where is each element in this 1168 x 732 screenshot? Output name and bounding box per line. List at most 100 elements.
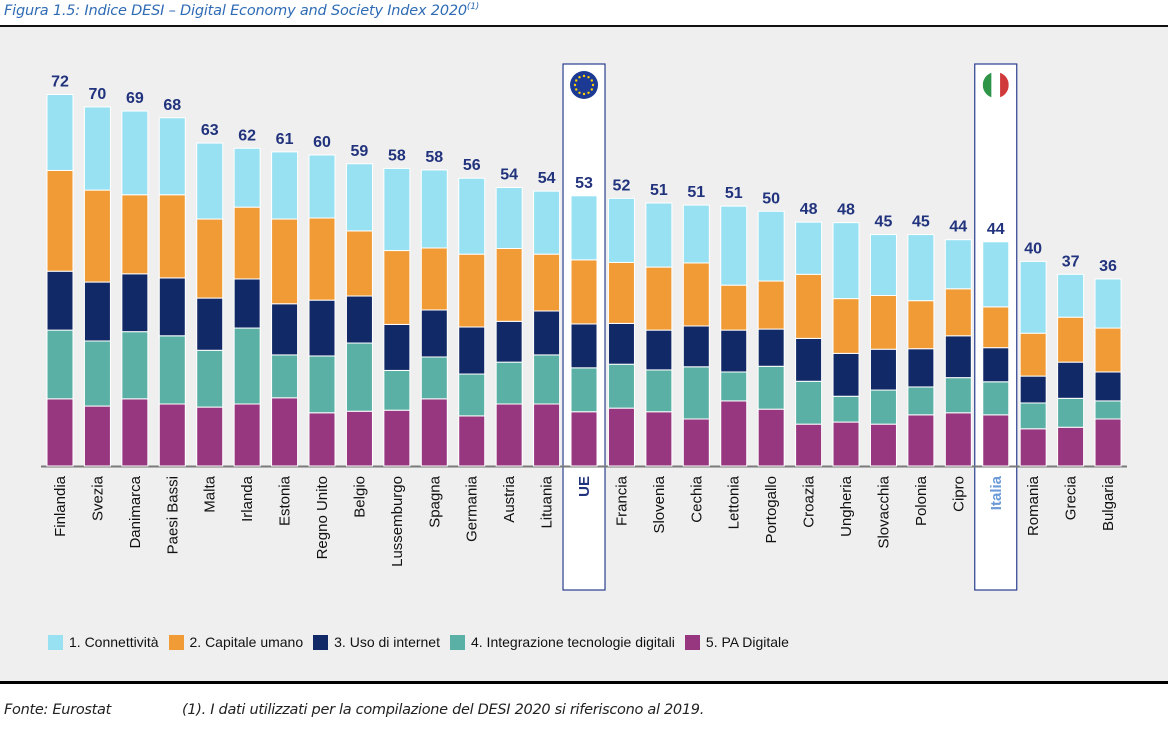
value-label: 54 (500, 167, 518, 184)
value-label: 72 (51, 74, 69, 91)
category-label: Lettonia (726, 475, 743, 529)
bar-segment-pa_digitale (420, 398, 448, 467)
category-label: Regno Unito (314, 476, 331, 559)
value-label: 40 (1024, 240, 1042, 257)
bar-segment-connettivita (795, 221, 823, 275)
bar-segment-pa_digitale (308, 412, 336, 467)
bar-segment-integrazione (308, 355, 336, 414)
bar-segment-capitale_umano (682, 262, 710, 327)
bar-segment-connettivita (720, 205, 748, 286)
bar-segment-integrazione (1019, 402, 1047, 430)
bar-belgio (345, 163, 373, 467)
bar-grecia (1057, 273, 1085, 467)
bar-segment-integrazione (271, 354, 299, 399)
bar-segment-pa_digitale (233, 403, 261, 467)
category-label: Germania (464, 475, 481, 542)
value-label: 59 (351, 143, 369, 160)
value-label: 52 (613, 177, 631, 194)
value-label: 48 (800, 201, 818, 218)
bar-segment-connettivita (495, 187, 523, 249)
legend-swatch (449, 634, 465, 650)
bar-segment-uso_internet (982, 347, 1010, 383)
bar-segment-pa_digitale (907, 414, 935, 467)
eu-star (591, 83, 595, 87)
bar-segment-uso_internet (1019, 375, 1047, 404)
bar-segment-connettivita (757, 210, 785, 282)
bar-segment-uso_internet (944, 335, 972, 379)
legend-item-uso-internet: 3. Uso di internet (313, 634, 440, 650)
bar-segment-pa_digitale (1094, 418, 1122, 467)
value-label: 69 (126, 90, 144, 107)
bar-slovenia (645, 202, 673, 467)
bar-segment-uso_internet (308, 299, 336, 357)
bar-paesi-bassi (158, 117, 186, 467)
bar-segment-pa_digitale (83, 405, 111, 467)
bar-segment-pa_digitale (982, 414, 1010, 467)
bar-segment-capitale_umano (383, 250, 411, 325)
category-label: Svezia (89, 475, 106, 521)
legend-label: 3. Uso di internet (334, 634, 440, 650)
bar-segment-connettivita (1094, 278, 1122, 329)
value-label: 44 (949, 219, 967, 236)
bar-segment-capitale_umano (1057, 316, 1085, 363)
bar-segment-uso_internet (495, 320, 523, 363)
italy-white (991, 72, 1001, 98)
bar-segment-capitale_umano (607, 261, 635, 324)
bar-segment-uso_internet (383, 323, 411, 371)
bar-irlanda (233, 147, 261, 467)
category-label: Romania (1025, 475, 1042, 536)
bar-segment-capitale_umano (458, 253, 486, 328)
category-label: UE (576, 476, 593, 497)
bar-segment-connettivita (645, 202, 673, 268)
bar-segment-capitale_umano (345, 230, 373, 297)
eu-star (578, 76, 581, 79)
bar-segment-integrazione (1057, 397, 1085, 428)
bar-segment-uso_internet (121, 273, 149, 333)
bar-segment-connettivita (570, 195, 598, 261)
value-label: 51 (650, 182, 668, 199)
legend-swatch (168, 634, 184, 650)
legend-item-capitale-umano: 2. Capitale umano (168, 634, 303, 650)
category-label: Lussemburgo (389, 476, 406, 567)
category-label: Spagna (426, 475, 443, 527)
bar-segment-integrazione (869, 389, 897, 425)
bar-segment-uso_internet (533, 310, 561, 356)
figure-title-footnote: (1) (466, 2, 480, 12)
bar-segment-integrazione (121, 331, 149, 400)
bar-segment-connettivita (1019, 260, 1047, 334)
category-label: Ungheria (838, 475, 855, 537)
legend-item-pa-digitale: 5. PA Digitale (684, 634, 789, 650)
category-label: Francia (613, 475, 630, 526)
bar-segment-integrazione (233, 327, 261, 405)
italy-green (982, 72, 992, 98)
eu-star (573, 83, 577, 87)
category-label: Portogallo (763, 476, 780, 544)
bar-segment-integrazione (682, 366, 710, 420)
value-label: 51 (687, 184, 705, 201)
bar-segment-connettivita (458, 177, 486, 255)
bar-segment-uso_internet (907, 348, 935, 388)
bar-segment-capitale_umano (570, 259, 598, 325)
eu-star (575, 88, 578, 91)
bar-segment-capitale_umano (533, 253, 561, 312)
bar-segment-connettivita (1057, 273, 1085, 318)
bar-segment-pa_digitale (196, 406, 224, 467)
bar-austria (495, 187, 523, 467)
eu-flag-icon (570, 71, 599, 99)
value-label: 68 (163, 97, 181, 114)
source-note: Fonte: Eurostat (4, 702, 111, 718)
bar-segment-capitale_umano (158, 194, 186, 279)
bar-segment-capitale_umano (944, 288, 972, 337)
bar-portogallo (757, 210, 785, 467)
category-label: Finlandia (52, 475, 69, 537)
eu-star (575, 79, 578, 82)
bar-segment-connettivita (271, 151, 299, 220)
bar-segment-capitale_umano (720, 284, 748, 331)
value-label: 36 (1099, 258, 1117, 275)
bar-segment-capitale_umano (495, 247, 523, 322)
bar-segment-integrazione (982, 381, 1010, 416)
eu-star (587, 91, 590, 94)
category-label: Lituania (539, 475, 556, 528)
bar-cechia (682, 204, 710, 467)
bar-segment-pa_digitale (795, 423, 823, 467)
